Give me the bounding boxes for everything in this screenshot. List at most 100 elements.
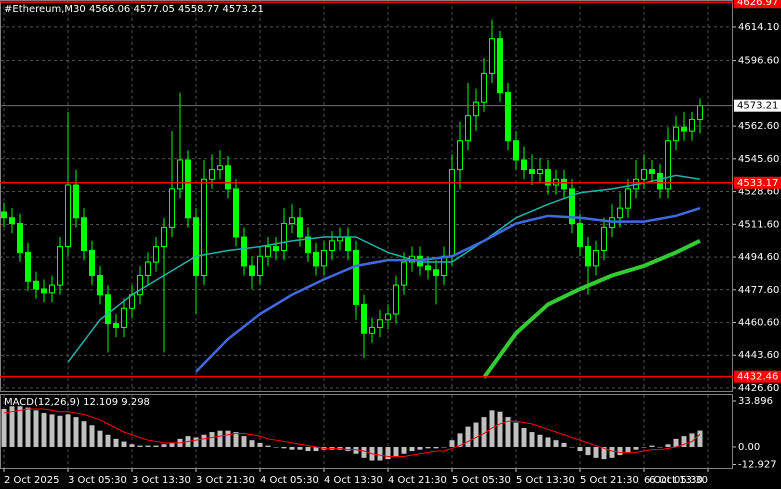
candle-body xyxy=(33,280,39,290)
x-tick-label: 5 Oct 13:30 xyxy=(516,475,575,486)
macd-bar xyxy=(593,446,599,458)
macd-bar xyxy=(97,430,103,447)
candle-body xyxy=(513,140,519,161)
candle-body xyxy=(673,126,679,142)
y-tick-label: 4596.60 xyxy=(738,56,779,67)
macd-bar xyxy=(257,442,263,447)
candle-body xyxy=(241,236,247,267)
macd-bar xyxy=(209,432,215,447)
candle-body xyxy=(281,223,287,251)
macd-bar xyxy=(529,432,535,447)
macd-bar xyxy=(481,417,487,447)
macd-bar xyxy=(313,446,319,452)
moving-average xyxy=(482,239,701,379)
macd-bar xyxy=(449,440,455,447)
candle-body xyxy=(569,188,575,225)
macd-bar xyxy=(649,445,655,447)
macd-bar xyxy=(505,417,511,447)
macd-bar xyxy=(561,442,567,447)
macd-bar xyxy=(433,446,439,449)
macd-bar xyxy=(641,446,647,448)
macd-y-tick-label: -12.927 xyxy=(738,460,777,471)
macd-bar xyxy=(73,417,79,447)
candle-body xyxy=(113,323,119,329)
candle-body xyxy=(161,226,167,248)
macd-bar xyxy=(489,410,495,447)
candle-body xyxy=(121,307,127,329)
candle-body xyxy=(81,217,87,251)
macd-bar xyxy=(457,433,463,447)
candle-body xyxy=(73,184,79,219)
macd-bar xyxy=(249,440,255,447)
x-tick-label: 4 Oct 05:30 xyxy=(260,475,319,486)
chart-header: #Ethereum,M30 4566.06 4577.05 4558.77 45… xyxy=(4,4,264,15)
moving-average xyxy=(67,174,701,363)
macd-bar xyxy=(153,445,159,447)
macd-bar xyxy=(17,406,23,447)
macd-bar xyxy=(425,446,431,449)
macd-bar xyxy=(537,434,543,447)
candle-body xyxy=(657,172,663,190)
candle-body xyxy=(209,169,215,180)
macd-bar xyxy=(273,446,279,448)
x-tick-label: 6 Oct 13:30 xyxy=(649,475,708,486)
candle-body xyxy=(65,184,71,248)
candle-body xyxy=(497,38,503,94)
x-tick-label: 4 Oct 21:30 xyxy=(388,475,447,486)
macd-bar xyxy=(401,446,407,454)
candle-body xyxy=(505,92,511,142)
candle-body xyxy=(97,275,103,296)
macd-bar xyxy=(409,446,415,452)
y-tick-label: 4494.60 xyxy=(738,252,779,263)
candle-body xyxy=(105,294,111,325)
y-tick-label: 4614.10 xyxy=(738,22,779,33)
candle-body xyxy=(137,275,143,296)
candle-body xyxy=(297,217,303,238)
y-tick-label: 4545.60 xyxy=(738,154,779,165)
x-tick-label: 5 Oct 21:30 xyxy=(580,475,639,486)
macd-bar xyxy=(417,446,423,450)
macd-bar xyxy=(89,425,95,447)
candle-body xyxy=(353,249,359,305)
macd-bar xyxy=(393,446,399,457)
y-tick-label: 4477.60 xyxy=(738,285,779,296)
y-tick-label: 4562.60 xyxy=(738,121,779,132)
candle-body xyxy=(369,327,375,334)
level-label: 4626.97 xyxy=(737,0,778,8)
moving-average xyxy=(195,206,701,373)
macd-bar xyxy=(361,446,367,458)
x-tick-label: 3 Oct 05:30 xyxy=(68,475,127,486)
candle-body xyxy=(377,319,383,329)
candle-body xyxy=(57,246,63,286)
candle-body xyxy=(601,226,607,251)
candle-body xyxy=(585,246,591,267)
price-panel-frame xyxy=(0,0,733,392)
x-tick-label: 6 Oct 05:30 xyxy=(644,475,703,486)
candle-body xyxy=(9,217,15,225)
candle-body xyxy=(201,178,207,277)
macd-bar xyxy=(289,446,295,450)
macd-bar xyxy=(81,421,87,447)
x-tick-label: 2 Oct 2025 xyxy=(4,475,59,486)
macd-bar xyxy=(233,432,239,447)
macd-bar xyxy=(201,434,207,447)
macd-bar xyxy=(65,414,71,447)
candle-body xyxy=(617,207,623,219)
candle-body xyxy=(193,217,199,277)
candle-body xyxy=(41,288,47,294)
macd-bar xyxy=(169,442,175,447)
macd-bar xyxy=(345,446,351,452)
macd-bar xyxy=(585,446,591,456)
candle-body xyxy=(689,118,695,132)
macd-label: MACD(12,26,9) 12.109 9.298 xyxy=(4,397,150,408)
candle-body xyxy=(177,159,183,190)
candle-body xyxy=(145,261,151,277)
macd-bar xyxy=(521,427,527,447)
candle-body xyxy=(321,249,327,267)
candle-body xyxy=(257,255,263,277)
candle-body xyxy=(313,251,319,267)
macd-bar xyxy=(441,446,447,448)
macd-bar xyxy=(121,441,127,447)
macd-bar xyxy=(241,436,247,447)
